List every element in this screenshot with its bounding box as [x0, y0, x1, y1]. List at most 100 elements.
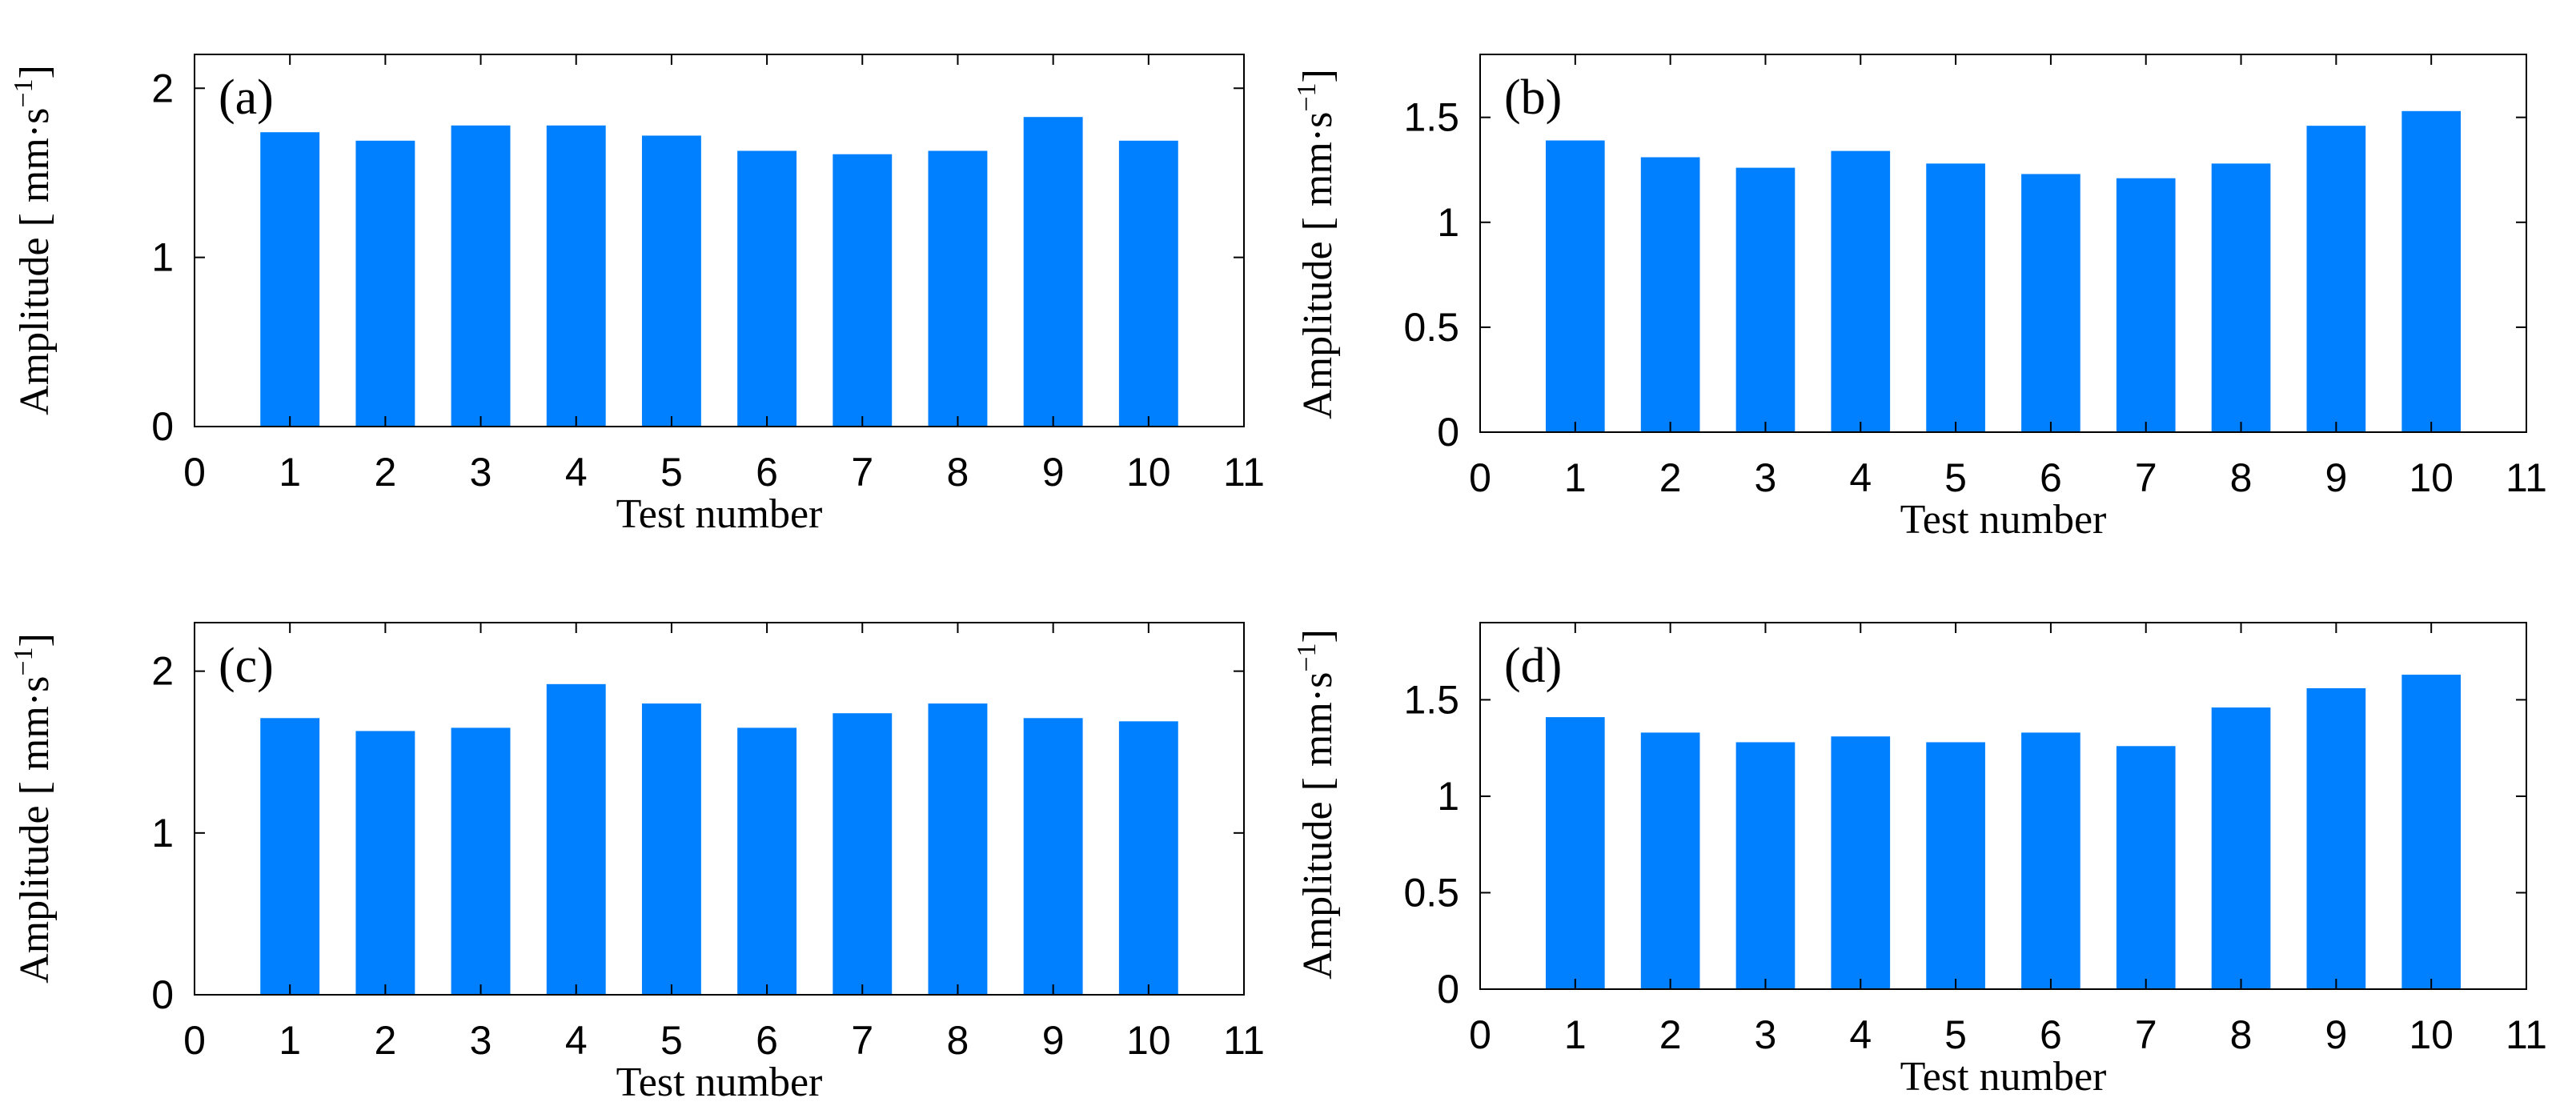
- bar-test-8: [2211, 707, 2271, 989]
- x-tick-label: 11: [2506, 455, 2547, 500]
- x-tick-label: 4: [1849, 455, 1872, 500]
- bar-test-6: [2021, 732, 2080, 989]
- x-tick-label: 8: [947, 450, 969, 495]
- bar-test-10: [2401, 110, 2462, 433]
- x-tick-label: 1: [279, 1018, 301, 1063]
- x-axis-label: Test number: [1900, 497, 2107, 543]
- x-tick-label: 10: [2409, 455, 2454, 500]
- x-tick-label: 10: [1126, 1018, 1171, 1063]
- x-tick-label: 3: [1755, 1012, 1777, 1057]
- y-tick-label: 1.5: [1403, 95, 1459, 140]
- y-axis-label: Amplitude [ mm·s−1]: [1292, 69, 1341, 419]
- x-tick-label: 9: [1042, 450, 1065, 495]
- y-tick-label: 1: [151, 235, 174, 280]
- bar-test-3: [451, 727, 511, 995]
- bar-test-2: [355, 140, 415, 427]
- x-tick-label: 0: [1469, 1012, 1491, 1057]
- bar-test-9: [2306, 687, 2366, 989]
- x-axis-label: Test number: [616, 1060, 823, 1105]
- x-tick-label: 8: [2230, 455, 2253, 500]
- chart-panel-1: 0 1 2 3 4 5 6 7 8 9 10 11 0 1 2 (a) Test number Amplitude…: [9, 54, 1265, 537]
- bar-test-5: [641, 135, 701, 427]
- y-tick-label: 0: [1437, 410, 1459, 455]
- bar-test-8: [928, 150, 988, 427]
- bar-test-6: [737, 727, 797, 995]
- x-tick-label: 1: [1564, 1012, 1587, 1057]
- bar-test-1: [260, 718, 320, 995]
- bar-test-10: [1118, 721, 1178, 995]
- x-tick-label: 11: [2506, 1012, 2547, 1057]
- y-axis-label: Amplitude [ mm·s−1]: [1292, 629, 1341, 980]
- bar-test-8: [928, 703, 988, 995]
- bar-test-9: [2306, 126, 2366, 432]
- x-tick-label: 6: [2040, 455, 2062, 500]
- x-tick-label: 5: [1944, 455, 1967, 500]
- bar-test-3: [1735, 742, 1796, 989]
- x-tick-label: 6: [756, 450, 778, 495]
- y-tick-label: 1: [1437, 200, 1459, 245]
- bar-test-7: [833, 713, 893, 995]
- x-tick-label: 4: [565, 450, 588, 495]
- panel-label: (a): [219, 70, 274, 125]
- x-tick-label: 7: [2135, 1012, 2157, 1057]
- x-tick-label: 4: [565, 1018, 588, 1063]
- chart-panel-4: 0 1 2 3 4 5 6 7 8 9 10 11 0 0.5 1 1.5 (d) Test number Ampl…: [1292, 622, 2547, 1100]
- x-tick-label: 6: [756, 1018, 778, 1063]
- bar-test-5: [1926, 742, 1985, 989]
- x-tick-label: 11: [1223, 1018, 1265, 1063]
- x-tick-label: 8: [2230, 1012, 2253, 1057]
- x-tick-label: 7: [851, 1018, 873, 1063]
- bar-test-1: [1545, 717, 1605, 989]
- x-tick-label: 2: [374, 450, 396, 495]
- x-tick-label: 3: [470, 450, 492, 495]
- x-tick-label: 1: [1564, 455, 1587, 500]
- y-tick-label: 0: [151, 404, 174, 449]
- bar-test-1: [1545, 140, 1605, 432]
- bar-test-10: [1118, 140, 1178, 427]
- x-tick-label: 9: [2325, 1012, 2347, 1057]
- panel-label: (c): [219, 639, 274, 693]
- x-tick-label: 5: [660, 450, 683, 495]
- bar-test-4: [546, 683, 606, 995]
- x-tick-label: 5: [1944, 1012, 1967, 1057]
- x-tick-label: 10: [1126, 450, 1171, 495]
- x-tick-label: 10: [2409, 1012, 2454, 1057]
- bar-test-8: [2211, 163, 2271, 432]
- chart-panel-2: 0 1 2 3 4 5 6 7 8 9 10 11 0 0.5 1 1.5 (b) Test number Ampl…: [1292, 54, 2547, 543]
- x-tick-label: 1: [279, 450, 301, 495]
- x-tick-label: 11: [1223, 450, 1265, 495]
- x-tick-label: 9: [2325, 455, 2347, 500]
- y-tick-label: 0.5: [1403, 870, 1459, 915]
- bar-test-9: [1023, 718, 1083, 995]
- bar-test-4: [1831, 150, 1891, 432]
- bar-test-3: [451, 125, 511, 427]
- x-tick-label: 3: [470, 1018, 492, 1063]
- bar-test-9: [1023, 117, 1083, 427]
- x-tick-label: 0: [183, 1018, 206, 1063]
- y-tick-label: 0.5: [1403, 305, 1459, 350]
- bar-test-7: [2116, 178, 2176, 432]
- plot-frame: [1479, 622, 2527, 990]
- y-tick-label: 1.5: [1403, 677, 1459, 722]
- y-tick-label: 0: [1437, 967, 1459, 1012]
- y-tick-label: 1: [1437, 774, 1459, 819]
- bar-test-7: [2116, 746, 2176, 989]
- y-axis-label: Amplitude [ mm·s−1]: [9, 633, 58, 984]
- panel-label: (d): [1504, 639, 1562, 693]
- x-axis-label: Test number: [616, 491, 823, 537]
- plot-frame: [194, 622, 1245, 996]
- x-axis-label: Test number: [1900, 1054, 2107, 1100]
- plot-frame: [1479, 54, 2527, 433]
- x-tick-label: 2: [374, 1018, 396, 1063]
- bar-test-2: [1640, 732, 1700, 989]
- x-tick-label: 0: [1469, 455, 1491, 500]
- bar-test-3: [1735, 167, 1796, 432]
- y-tick-label: 2: [151, 66, 174, 110]
- x-tick-label: 2: [1659, 455, 1682, 500]
- bar-test-4: [546, 125, 606, 427]
- x-tick-label: 2: [1659, 1012, 1682, 1057]
- bar-test-5: [641, 703, 701, 995]
- bar-test-6: [737, 150, 797, 427]
- y-tick-label: 2: [151, 649, 174, 694]
